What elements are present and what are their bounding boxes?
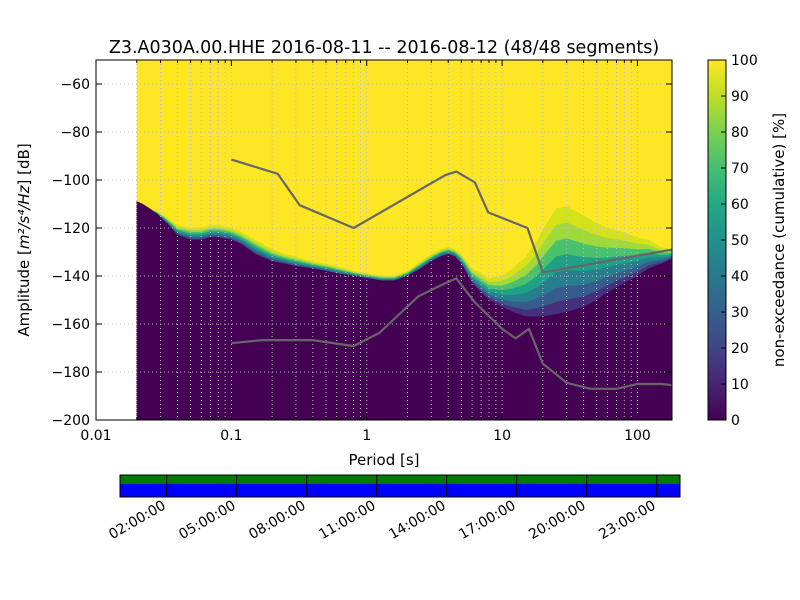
chart-title: Z3.A030A.00.HHE 2016-08-11 -- 2016-08-12… (109, 38, 659, 58)
axis-ticks: 0.01 0.1 1 10 100 −60 −80 −100 −120 −140 −160 −180 −… (52, 60, 672, 444)
timeline-frame (119, 474, 681, 498)
y-tick-label: −100 (52, 173, 90, 189)
y-tick-label: −80 (60, 125, 90, 141)
timeline-tick-label: 23:00:00 (596, 498, 658, 543)
colorbar-tick-label: 10 (731, 377, 749, 393)
colorbar-ticks: 0 10 20 30 40 50 60 70 80 90 100 (721, 53, 758, 429)
timeline-tick-label: 11:00:00 (316, 498, 378, 543)
colorbar-tick-label: 0 (731, 413, 740, 429)
timeline-tick-label: 14:00:00 (386, 498, 448, 543)
reference-curves (231, 158, 672, 390)
timeline-tick-label: 05:00:00 (176, 498, 238, 543)
y-tick-label: −200 (52, 413, 90, 429)
x-axis-label: Period [s] (348, 451, 419, 469)
y-axis-label-prefix: Amplitude [ (15, 249, 33, 337)
x-tick-label: 0.1 (220, 428, 242, 444)
timeline-tick-label: 08:00:00 (246, 498, 308, 543)
y-tick-label: −180 (52, 365, 90, 381)
colorbar-label: non-exceedance (cumulative) [%] (770, 113, 788, 367)
timeline-bottom-bar (120, 484, 680, 497)
reference-curve-upper (231, 158, 672, 274)
x-tick-label: 0.01 (80, 428, 111, 444)
grid-layer (96, 60, 672, 420)
y-axis-label-suffix: ] [dB] (15, 143, 33, 185)
y-tick-label: −60 (60, 77, 90, 93)
colorbar-tick-label: 40 (731, 269, 749, 285)
colorbar-tick-label: 70 (731, 161, 749, 177)
x-tick-label: 1 (362, 428, 371, 444)
colorbar-tick-label: 80 (731, 125, 749, 141)
y-tick-label: −120 (52, 221, 90, 237)
colorbar-tick-label: 90 (731, 89, 749, 105)
y-tick-label: −140 (52, 269, 90, 285)
heatmap-band (136, 201, 672, 282)
reference-curve-lower (231, 277, 672, 390)
timeline: 02:00:00 05:00:00 08:00:00 11:00:00 14:00:00… (106, 474, 681, 543)
timeline-top-bar (120, 475, 680, 484)
heatmap-layer (136, 60, 672, 420)
x-tick-label: 10 (493, 428, 511, 444)
y-axis-label: Amplitude [m²/s⁴/Hz] [dB] (15, 143, 33, 336)
x-tick-label: 100 (624, 428, 651, 444)
colorbar-tick-label: 60 (731, 197, 749, 213)
timeline-tick-label: 17:00:00 (456, 498, 518, 543)
colorbar-tick-label: 20 (731, 341, 749, 357)
colorbar-tick-label: 30 (731, 305, 749, 321)
plot-frame (95, 59, 673, 421)
timeline-tick-label: 20:00:00 (526, 498, 588, 543)
y-tick-label: −160 (52, 317, 90, 333)
colorbar-tick-label: 50 (731, 233, 749, 249)
colorbar-tick-label: 100 (731, 53, 758, 69)
y-axis-label-math: m²/s⁴/Hz (15, 184, 33, 249)
timeline-tick-label: 02:00:00 (106, 498, 168, 543)
